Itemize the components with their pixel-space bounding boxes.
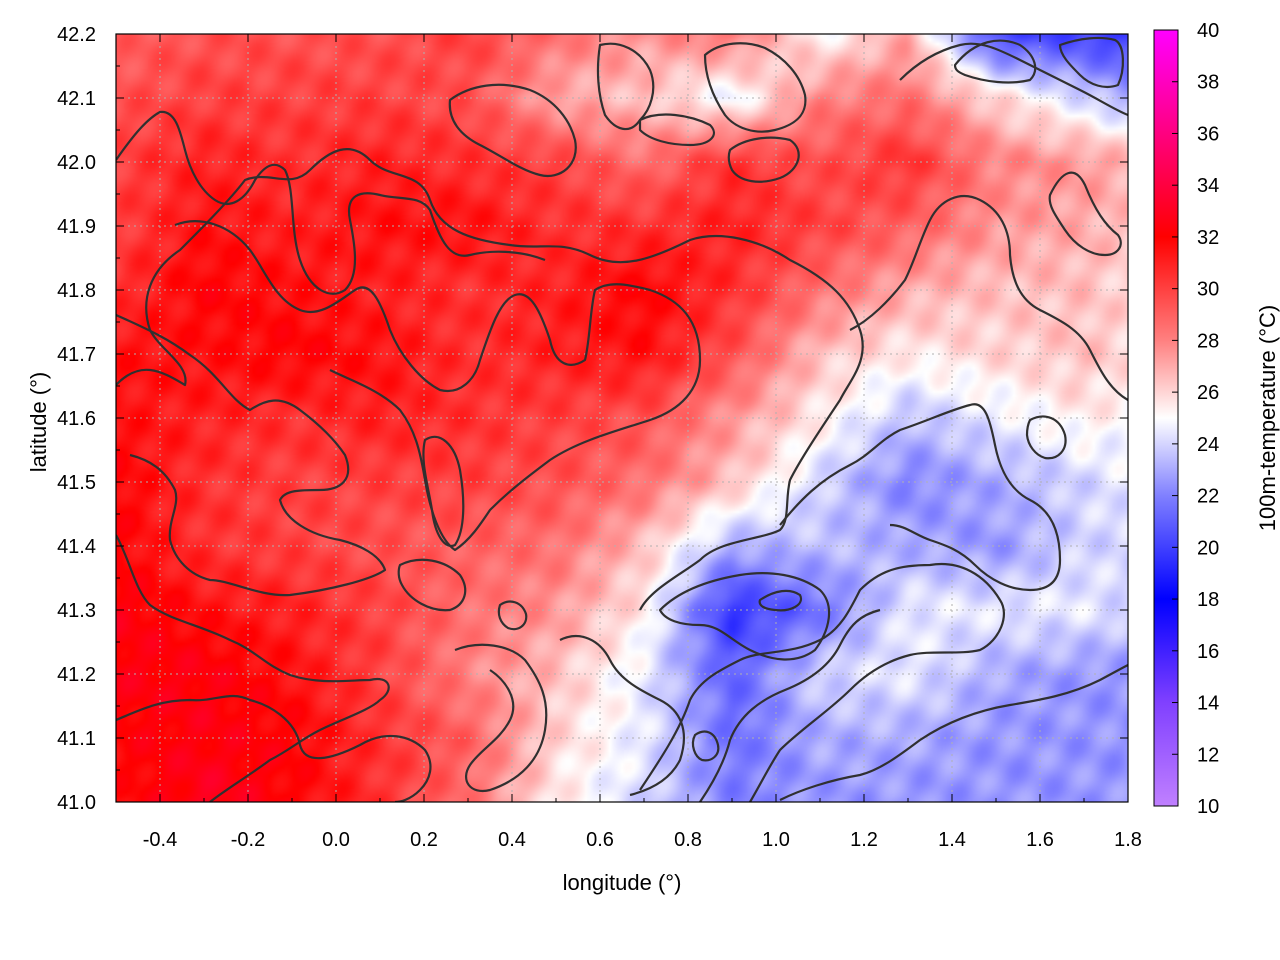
contour-line [1025,415,1067,460]
colorbar-tick-label: 30 [1197,279,1219,301]
contour-line [422,435,465,548]
colorbar-tick-label: 20 [1197,537,1219,559]
colorbar-tick-label: 18 [1197,589,1219,611]
contour-line [116,313,387,597]
colorbar-label: 100m-temperature (°C) [1255,305,1280,531]
colorbar-ticks: 10 12 14 16 18 20 22 24 26 28 30 32 34 36 38 40 [1172,20,1219,818]
colorbar-tick-label: 36 [1197,123,1219,145]
x-tick-label: 0.4 [498,829,526,851]
contour-line [703,42,807,133]
y-tick-label: 41.6 [57,408,96,430]
colorbar-tick-label: 22 [1197,486,1219,508]
x-tick-label: 0.8 [674,829,702,851]
y-tick-label: 41.3 [57,600,96,622]
x-axis: -0.4 -0.2 0.0 0.2 0.4 0.6 0.8 1.0 1.2 1.4 1.6 1.8 [115,34,1142,851]
contour-line [116,534,390,802]
y-tick-label: 41.0 [57,792,96,814]
colorbar-tick-label: 40 [1197,20,1219,42]
contours [116,36,1128,802]
x-tick-label: -0.4 [143,829,177,851]
colorbar-tick-label: 28 [1197,330,1219,352]
colorbar-tick-label: 38 [1197,72,1219,94]
colorbar: 10 12 14 16 18 20 22 24 26 28 30 32 34 36 38 40 100m-te… [1153,20,1280,818]
colorbar-tick-label: 34 [1197,175,1219,197]
contour-line [1048,171,1122,257]
contour-line [699,608,881,802]
contour-line [174,220,702,552]
x-tick-label: 0.2 [410,829,438,851]
colorbar-tick-label: 10 [1197,796,1219,818]
contour-line [116,148,864,611]
colorbar-tick-label: 24 [1197,434,1219,456]
contour-line [758,589,803,612]
colorbar-tick-label: 14 [1197,693,1219,715]
contour-line [1058,36,1124,89]
x-tick-label: 0.6 [586,829,614,851]
contour-line [658,572,831,661]
contour-line [849,195,1128,401]
contour-line [779,403,1062,592]
y-tick-label: 42.2 [57,24,96,46]
contour-line [559,635,685,797]
contour-line [638,113,715,147]
contour-line [779,664,1128,801]
colorbar-tick-label: 32 [1197,227,1219,249]
colorbar-tick-label: 16 [1197,641,1219,663]
y-axis: 41.0 41.1 41.2 41.3 41.4 41.5 41.6 41.7 41.8 41.9… [57,24,1128,814]
y-tick-label: 41.8 [57,280,96,302]
x-tick-label: 1.0 [762,829,790,851]
colorbar-tick-label: 12 [1197,744,1219,766]
y-tick-label: 41.5 [57,472,96,494]
x-tick-label: 1.2 [850,829,878,851]
x-tick-label: 1.6 [1026,829,1054,851]
contour-line [116,694,432,802]
contour-line [899,42,1128,117]
contour-line [691,730,720,762]
grid [116,34,1128,802]
y-tick-label: 41.1 [57,728,96,750]
y-tick-label: 41.2 [57,664,96,686]
y-tick-label: 42.1 [57,88,96,110]
contour-line [727,136,800,183]
contour-line [953,39,1037,84]
contour-line [397,558,467,612]
contour-line [596,42,655,131]
y-tick-label: 41.7 [57,344,96,366]
y-tick-label: 41.4 [57,536,96,558]
contour-line [448,83,577,178]
contour-line [497,600,528,631]
contour-line [454,643,548,793]
y-axis-label: latitude (°) [26,372,51,473]
colorbar-gradient [1153,29,1179,807]
colorbar-tick-label: 26 [1197,382,1219,404]
x-tick-label: 0.0 [322,829,350,851]
y-tick-label: 42.0 [57,152,96,174]
x-axis-label: longitude (°) [563,870,682,895]
x-tick-label: 1.4 [938,829,966,851]
contour-line [116,110,546,295]
x-tick-label: 1.8 [1114,829,1142,851]
contour-line [639,562,1005,802]
y-tick-label: 41.9 [57,216,96,238]
x-tick-label: -0.2 [231,829,265,851]
